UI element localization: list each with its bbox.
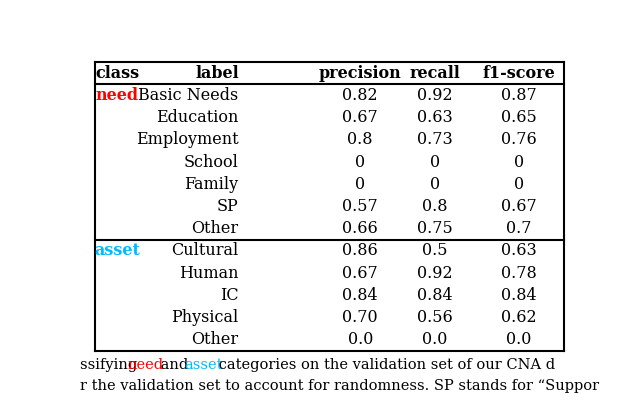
Text: categories on the validation set of our CNA d: categories on the validation set of our … [214, 358, 556, 372]
Text: Other: Other [191, 220, 239, 237]
Text: 0.82: 0.82 [342, 87, 378, 104]
Text: 0.86: 0.86 [342, 243, 378, 259]
Text: 0.84: 0.84 [342, 287, 378, 304]
Text: Education: Education [156, 109, 239, 126]
Text: Basic Needs: Basic Needs [138, 87, 239, 104]
Text: IC: IC [220, 287, 239, 304]
Text: 0.84: 0.84 [417, 287, 452, 304]
Text: 0.70: 0.70 [342, 309, 378, 326]
Text: 0.63: 0.63 [417, 109, 452, 126]
Text: 0.92: 0.92 [417, 265, 452, 282]
Text: and: and [156, 358, 193, 372]
Text: 0.84: 0.84 [501, 287, 537, 304]
Text: 0: 0 [429, 154, 440, 170]
Text: 0.65: 0.65 [501, 109, 537, 126]
Text: 0.0: 0.0 [506, 331, 532, 348]
Text: SP: SP [217, 198, 239, 215]
Text: 0.63: 0.63 [501, 243, 537, 259]
Text: asset: asset [184, 358, 223, 372]
Text: 0.0: 0.0 [348, 331, 373, 348]
Text: 0.5: 0.5 [422, 243, 447, 259]
Text: 0.56: 0.56 [417, 309, 452, 326]
Text: recall: recall [409, 65, 460, 82]
Text: Human: Human [179, 265, 239, 282]
Text: need: need [95, 87, 139, 104]
Text: Other: Other [191, 331, 239, 348]
Text: ssifying: ssifying [80, 358, 142, 372]
Text: 0.67: 0.67 [342, 109, 378, 126]
Text: Employment: Employment [136, 131, 239, 148]
Text: 0: 0 [355, 176, 365, 193]
Text: precision: precision [319, 65, 402, 82]
Text: 0.78: 0.78 [501, 265, 537, 282]
Text: School: School [184, 154, 239, 170]
Text: need: need [128, 358, 164, 372]
Text: 0.75: 0.75 [417, 220, 452, 237]
Text: 0: 0 [514, 154, 524, 170]
Text: 0.0: 0.0 [422, 331, 447, 348]
Text: 0: 0 [429, 176, 440, 193]
Text: 0.7: 0.7 [506, 220, 532, 237]
Text: 0.62: 0.62 [501, 309, 537, 326]
Text: label: label [195, 65, 239, 82]
Text: 0.87: 0.87 [501, 87, 537, 104]
Text: asset: asset [94, 243, 140, 259]
Text: 0.8: 0.8 [348, 131, 373, 148]
Text: class: class [95, 65, 140, 82]
Text: 0.8: 0.8 [422, 198, 447, 215]
Text: 0.92: 0.92 [417, 87, 452, 104]
Text: 0.76: 0.76 [501, 131, 537, 148]
Text: 0.67: 0.67 [501, 198, 537, 215]
Text: 0: 0 [514, 176, 524, 193]
Text: f1-score: f1-score [483, 65, 556, 82]
Text: 0.73: 0.73 [417, 131, 452, 148]
Text: Cultural: Cultural [172, 243, 239, 259]
Text: 0.57: 0.57 [342, 198, 378, 215]
Text: Family: Family [184, 176, 239, 193]
Text: 0.67: 0.67 [342, 265, 378, 282]
Text: 0.66: 0.66 [342, 220, 378, 237]
Text: 0: 0 [355, 154, 365, 170]
Text: r the validation set to account for randomness. SP stands for “Suppor: r the validation set to account for rand… [80, 379, 599, 393]
Text: Physical: Physical [172, 309, 239, 326]
